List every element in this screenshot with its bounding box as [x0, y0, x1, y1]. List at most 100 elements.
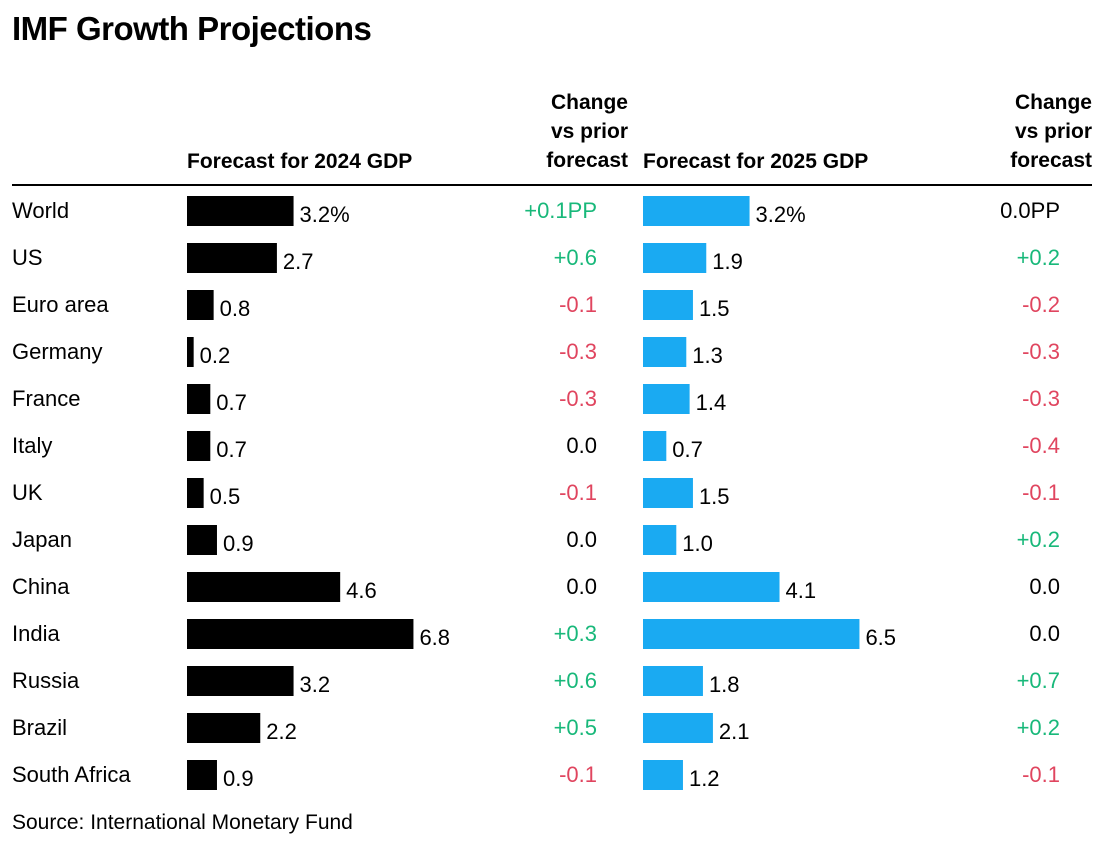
bar-2025-value: 1.8 — [709, 672, 740, 697]
bar-2025 — [643, 572, 780, 602]
change-2025-value: -0.1 — [1022, 480, 1060, 505]
bar-2024 — [187, 572, 341, 602]
bar-2024-value: 0.7 — [216, 437, 247, 462]
change-2025-value: -0.1 — [1022, 762, 1060, 787]
bar-2024 — [187, 337, 194, 367]
bar-2025 — [643, 619, 860, 649]
bar-2024-value: 0.2 — [200, 343, 231, 368]
change-2024-value: 0.0 — [566, 527, 597, 552]
row-label: Euro area — [12, 292, 109, 317]
change-2024-value: -0.1 — [559, 292, 597, 317]
bar-2025 — [643, 196, 750, 226]
bar-2024-value: 0.9 — [223, 531, 254, 556]
bar-2025 — [643, 760, 683, 790]
bar-2024 — [187, 713, 261, 743]
row-label: UK — [12, 480, 43, 505]
change-2024-value: 0.0 — [566, 574, 597, 599]
bar-2025-value: 1.2 — [689, 766, 720, 791]
change-2024-value: +0.6 — [554, 245, 597, 270]
row-label: South Africa — [12, 762, 131, 787]
bar-2025-value: 3.2% — [756, 202, 806, 227]
change-2024-value: -0.1 — [559, 480, 597, 505]
row-label: US — [12, 245, 43, 270]
row-label: Brazil — [12, 715, 67, 740]
change-2024-value: -0.1 — [559, 762, 597, 787]
bar-2025 — [643, 290, 693, 320]
bar-2024-value: 3.2% — [300, 202, 350, 227]
bar-2024-value: 0.7 — [216, 390, 247, 415]
change-2025-value: +0.2 — [1017, 715, 1060, 740]
bar-2024-value: 4.6 — [346, 578, 377, 603]
header-forecast-2024: Forecast for 2024 GDP — [187, 150, 412, 173]
bar-2025 — [643, 525, 677, 555]
change-2025-value: -0.2 — [1022, 292, 1060, 317]
bar-2025-value: 1.4 — [696, 390, 727, 415]
bar-2024-value: 3.2 — [300, 672, 331, 697]
change-2024-value: -0.3 — [559, 386, 597, 411]
header-change-2025: Change — [1015, 91, 1092, 114]
bar-2025-value: 1.9 — [712, 249, 743, 274]
row-label: Russia — [12, 668, 80, 693]
bar-2025-value: 1.3 — [692, 343, 723, 368]
change-2024-value: +0.6 — [554, 668, 597, 693]
change-2025-value: 0.0 — [1029, 574, 1060, 599]
bar-2024 — [187, 619, 414, 649]
change-2025-value: -0.4 — [1022, 433, 1060, 458]
bar-2025-value: 6.5 — [865, 625, 896, 650]
bar-2025 — [643, 713, 713, 743]
change-2024-value: +0.3 — [554, 621, 597, 646]
bar-2024 — [187, 290, 214, 320]
bar-2024-value: 0.9 — [223, 766, 254, 791]
bar-2025 — [643, 384, 690, 414]
bar-2024 — [187, 431, 211, 461]
change-2025-value: +0.7 — [1017, 668, 1060, 693]
row-label: France — [12, 386, 80, 411]
bar-2025-value: 1.0 — [682, 531, 713, 556]
change-2025-value: -0.3 — [1022, 386, 1060, 411]
change-2025-value: 0.0 — [1029, 621, 1060, 646]
change-2024-value: +0.1PP — [524, 198, 597, 223]
bar-2024-value: 2.7 — [283, 249, 314, 274]
bar-2024-value: 0.5 — [210, 484, 241, 509]
row-label: China — [12, 574, 70, 599]
row-label: India — [12, 621, 60, 646]
bar-2025 — [643, 431, 667, 461]
change-2024-value: -0.3 — [559, 339, 597, 364]
bar-2025-value: 4.1 — [786, 578, 817, 603]
row-label: World — [12, 198, 69, 223]
header-forecast-2025: Forecast for 2025 GDP — [643, 150, 868, 173]
row-label: Japan — [12, 527, 72, 552]
bar-2025 — [643, 478, 693, 508]
header-change-2024: vs prior — [551, 120, 628, 143]
header-change-2025: forecast — [1010, 149, 1092, 172]
bar-2024 — [187, 666, 294, 696]
row-label: Germany — [12, 339, 102, 364]
bar-2024-value: 6.8 — [419, 625, 450, 650]
bar-2024 — [187, 760, 217, 790]
change-2025-value: +0.2 — [1017, 245, 1060, 270]
bar-2024 — [187, 478, 204, 508]
bar-2025-value: 1.5 — [699, 296, 730, 321]
header-change-2025: vs prior — [1015, 120, 1092, 143]
bar-2025-value: 2.1 — [719, 719, 750, 744]
bar-2025 — [643, 666, 703, 696]
bar-2024-value: 2.2 — [266, 719, 297, 744]
bar-2024 — [187, 243, 277, 273]
bar-2025 — [643, 337, 687, 367]
change-2025-value: 0.0PP — [1000, 198, 1060, 223]
row-label: Italy — [12, 433, 52, 458]
bar-2025-value: 0.7 — [672, 437, 703, 462]
change-2024-value: 0.0 — [566, 433, 597, 458]
chart-title: IMF Growth Projections — [12, 10, 372, 47]
change-2024-value: +0.5 — [554, 715, 597, 740]
bar-2024 — [187, 525, 217, 555]
header-change-2024: forecast — [546, 149, 628, 172]
bar-2025 — [643, 243, 707, 273]
source-note: Source: International Monetary Fund — [12, 811, 353, 834]
bar-2024 — [187, 384, 211, 414]
bar-2024 — [187, 196, 294, 226]
change-2025-value: +0.2 — [1017, 527, 1060, 552]
change-2025-value: -0.3 — [1022, 339, 1060, 364]
